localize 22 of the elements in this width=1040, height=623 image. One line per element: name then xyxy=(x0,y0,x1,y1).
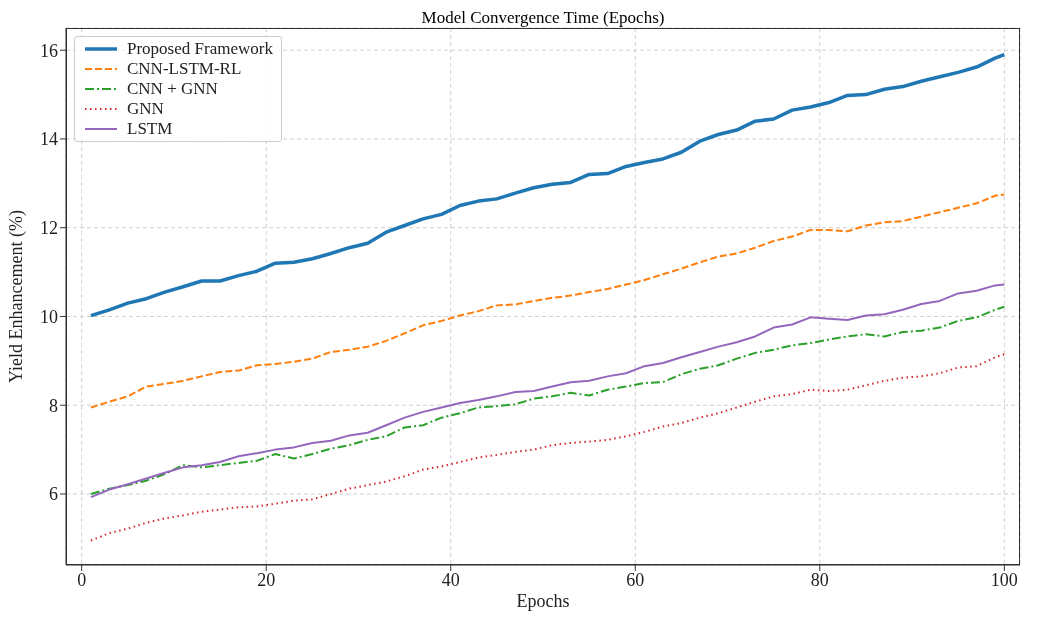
y-tick-label: 6 xyxy=(49,484,58,505)
legend-label: CNN-LSTM-RL xyxy=(127,59,242,79)
x-tick-label: 0 xyxy=(77,569,87,590)
y-tick-label: 8 xyxy=(49,395,58,416)
line-series xyxy=(89,353,1006,542)
legend-label: LSTM xyxy=(127,119,173,139)
x-tick-label: 20 xyxy=(257,569,276,590)
x-tick-label: 80 xyxy=(810,569,829,590)
legend-label: Proposed Framework xyxy=(127,39,273,59)
legend-label: GNN xyxy=(127,99,164,119)
y-tick-label: 14 xyxy=(40,129,58,150)
y-tick-label: 10 xyxy=(40,306,58,327)
x-axis-title: Epochs xyxy=(516,591,570,611)
x-tick-label: 100 xyxy=(990,569,1018,590)
x-tick-label: 60 xyxy=(626,569,645,590)
line-series xyxy=(89,193,1006,409)
x-tick-label: 40 xyxy=(441,569,460,590)
y-tick-label: 16 xyxy=(40,40,58,61)
y-tick-label: 12 xyxy=(40,218,58,239)
chart-title: Model Convergence Time (Epochs) xyxy=(420,8,666,28)
y-axis-title: Yield Enhancement (%) xyxy=(6,210,28,383)
legend-label: CNN + GNN xyxy=(127,79,218,99)
